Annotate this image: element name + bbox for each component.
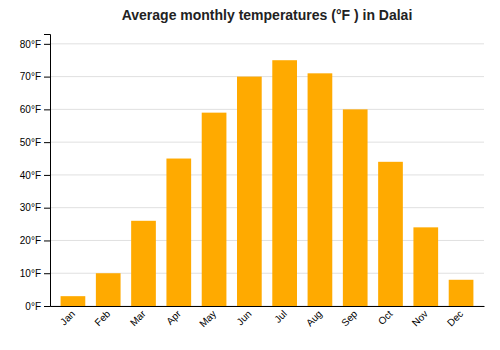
bar <box>61 296 86 306</box>
y-tick-label: 80°F <box>20 39 41 50</box>
y-tick: 30°F <box>20 202 50 213</box>
x-tick-label: May <box>197 308 218 329</box>
y-tick-label: 70°F <box>20 71 41 82</box>
bar <box>449 280 474 306</box>
x-tick-label: Dec <box>445 308 465 328</box>
plot: 0°F 10°F 20°F 30°F 40°F 50°F 60°F 70°F 80°F Jan Fe… <box>20 35 485 330</box>
y-tick: 10°F <box>20 268 50 279</box>
y-tick-label: 40°F <box>20 170 41 181</box>
x-axis-line <box>51 306 485 307</box>
bar <box>131 221 156 306</box>
x-tick: Apr <box>164 308 183 327</box>
x-tick-label: Sep <box>339 308 360 329</box>
x-tick: Oct <box>376 308 395 327</box>
bar <box>202 113 227 306</box>
y-tick-mark <box>44 208 50 209</box>
y-tick: 20°F <box>20 235 50 246</box>
y-tick-mark <box>44 240 50 241</box>
y-tick: 80°F <box>20 39 50 50</box>
y-tick-mark <box>44 175 50 176</box>
bar <box>413 227 438 306</box>
x-axis: Jan Feb Mar Apr May Jun Jul Aug Sep Oct Nov Dec <box>51 307 485 330</box>
bar <box>343 109 368 306</box>
title: Average monthly temperatures (°F ) in Da… <box>122 7 413 23</box>
bars <box>61 60 474 306</box>
y-tick-mark <box>44 109 50 110</box>
bar <box>308 73 333 306</box>
x-tick-label: Mar <box>128 308 148 328</box>
chart: 0°F 10°F 20°F 30°F 40°F 50°F 60°F 70°F 80°F Jan Fe… <box>0 0 500 350</box>
grid-line <box>50 43 484 44</box>
bar <box>378 162 403 306</box>
y-tick-mark <box>44 44 50 45</box>
y-tick: 40°F <box>20 170 50 181</box>
bar <box>96 273 121 306</box>
y-tick-label: 30°F <box>20 202 41 213</box>
x-tick: Nov <box>410 308 430 328</box>
bar <box>166 159 191 306</box>
y-tick: 0°F <box>25 301 50 312</box>
y-tick-mark <box>44 142 50 143</box>
x-tick-label: Aug <box>304 308 324 328</box>
x-tick-label: Jun <box>234 308 253 327</box>
x-tick-label: Jan <box>58 308 77 327</box>
x-tick: Mar <box>128 308 148 328</box>
grid-line <box>50 109 484 110</box>
y-tick-label: 50°F <box>20 137 41 148</box>
x-tick: Jun <box>234 308 253 327</box>
y-tick: 50°F <box>20 137 50 148</box>
x-tick-label: Feb <box>92 308 112 328</box>
x-tick-label: Apr <box>164 308 183 327</box>
y-tick-label: 20°F <box>20 235 41 246</box>
y-tick-label: 60°F <box>20 104 41 115</box>
x-tick: Jul <box>272 308 289 325</box>
y-tick: 60°F <box>20 104 50 115</box>
x-tick: Aug <box>304 308 324 328</box>
grid-line <box>50 174 484 175</box>
grid-line <box>50 142 484 143</box>
x-tick: Sep <box>339 308 360 329</box>
bar <box>237 77 262 306</box>
x-tick-label: Oct <box>376 308 395 327</box>
grid-line <box>50 207 484 208</box>
grid-line <box>50 76 484 77</box>
x-tick-label: Jul <box>272 308 289 325</box>
y-tick-mark <box>44 273 50 274</box>
grid <box>50 44 484 306</box>
y-tick: 70°F <box>20 71 50 82</box>
x-tick: Dec <box>445 308 465 328</box>
x-tick: May <box>197 308 218 329</box>
y-tick-label: 0°F <box>25 301 41 312</box>
x-tick: Feb <box>92 308 112 328</box>
y-tick-mark <box>44 306 50 307</box>
x-tick-label: Nov <box>410 308 430 328</box>
bar <box>272 60 297 306</box>
y-tick-mark <box>44 77 50 78</box>
y-axis-line <box>44 35 51 307</box>
y-tick-label: 10°F <box>20 268 41 279</box>
x-tick: Jan <box>58 308 77 327</box>
y-axis: 0°F 10°F 20°F 30°F 40°F 50°F 60°F 70°F 80°F <box>20 35 51 312</box>
